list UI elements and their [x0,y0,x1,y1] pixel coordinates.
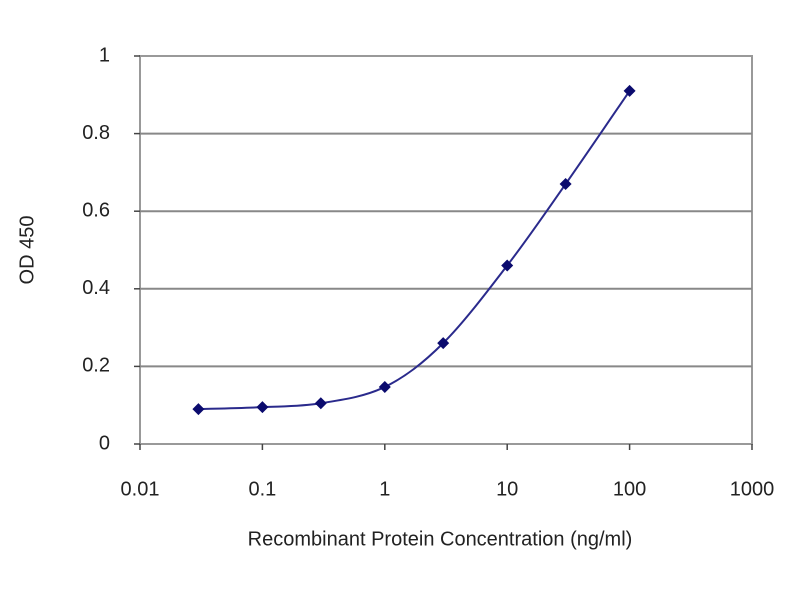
data-point [256,401,269,414]
data-point [559,178,572,191]
data-point [378,380,391,393]
x-tick-label: 10 [496,478,518,500]
y-axis-title: OD 450 [16,216,38,285]
plot-area [139,55,753,445]
data-point [623,84,636,97]
y-tick-label: 1 [99,44,110,66]
data-point [437,337,450,350]
x-tick-label: 1 [379,478,390,500]
y-tick-label: 0.4 [82,277,110,299]
x-tick-label: 0.01 [121,478,160,500]
y-tick-label: 0 [99,432,110,454]
y-tick-label: 0.2 [82,355,110,377]
data-point [192,403,205,416]
x-tick-label: 100 [613,478,646,500]
y-tick-label: 0.8 [82,122,110,144]
x-axis-title: Recombinant Protein Concentration (ng/ml… [248,528,633,550]
y-tick-label: 0.6 [82,199,110,221]
data-point [314,397,327,410]
data-point [501,259,514,272]
x-tick-label: 0.1 [248,478,276,500]
x-tick-label: 1000 [730,478,775,500]
